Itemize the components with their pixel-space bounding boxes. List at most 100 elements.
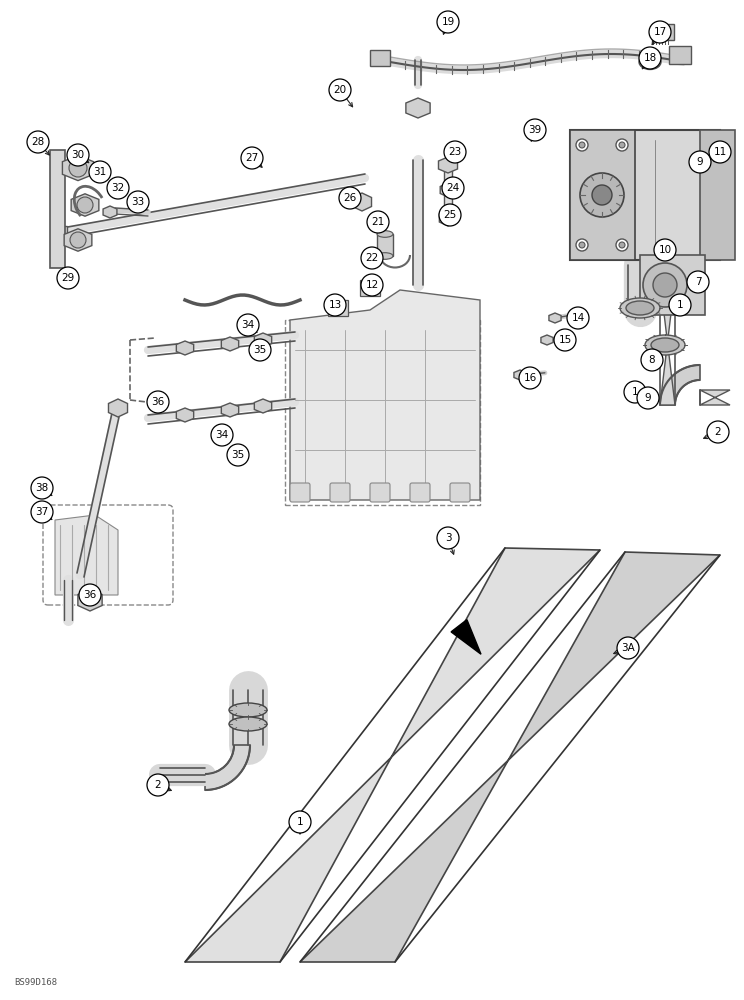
Bar [669,46,691,64]
Circle shape [27,131,49,153]
Polygon shape [78,589,102,611]
Circle shape [361,274,383,296]
Ellipse shape [645,335,685,355]
Polygon shape [440,210,457,226]
Polygon shape [514,370,526,380]
FancyBboxPatch shape [370,483,390,502]
Bar [328,300,348,316]
Circle shape [249,339,271,361]
Circle shape [579,142,585,148]
Text: 34: 34 [215,430,228,440]
Text: 18: 18 [644,53,657,63]
Bar [370,50,390,66]
Circle shape [31,501,53,523]
Text: 13: 13 [328,300,341,310]
Text: 3: 3 [445,533,452,543]
Polygon shape [541,335,553,345]
Polygon shape [185,548,600,962]
Bar [377,234,393,256]
Text: 19: 19 [441,17,455,27]
Text: 15: 15 [559,335,571,345]
Circle shape [237,314,259,336]
Polygon shape [221,337,239,351]
Text: 17: 17 [653,27,667,37]
Polygon shape [406,98,430,118]
Polygon shape [451,620,481,654]
Text: 26: 26 [344,193,356,203]
Text: 1: 1 [297,817,304,827]
Circle shape [616,239,628,251]
Text: 2: 2 [155,780,161,790]
Polygon shape [290,290,480,500]
Circle shape [580,173,624,217]
FancyBboxPatch shape [330,483,350,502]
Text: 38: 38 [36,483,48,493]
Ellipse shape [525,121,545,135]
Circle shape [624,381,646,403]
FancyBboxPatch shape [570,130,720,260]
Bar [285,320,480,505]
Circle shape [641,349,663,371]
Circle shape [439,204,461,226]
Circle shape [147,391,169,413]
Circle shape [31,477,53,499]
Circle shape [339,187,361,209]
Circle shape [616,139,628,151]
Text: 36: 36 [83,590,97,600]
Bar [640,255,705,315]
Ellipse shape [377,253,393,259]
Circle shape [437,527,459,549]
Circle shape [576,139,588,151]
Polygon shape [109,399,127,417]
Text: 8: 8 [649,355,655,365]
Ellipse shape [377,231,393,237]
Polygon shape [62,155,94,181]
Polygon shape [700,390,730,405]
Circle shape [567,307,589,329]
Text: 35: 35 [254,345,266,355]
Circle shape [619,142,625,148]
Text: 29: 29 [61,273,74,283]
Polygon shape [103,206,117,218]
Circle shape [57,267,79,289]
Text: 9: 9 [645,393,651,403]
Circle shape [289,811,311,833]
Text: 2: 2 [715,427,722,437]
Circle shape [519,367,541,389]
Text: 21: 21 [371,217,385,227]
Circle shape [79,584,101,606]
Circle shape [639,47,661,69]
Ellipse shape [620,298,660,318]
Ellipse shape [229,717,267,731]
Circle shape [709,141,731,163]
Polygon shape [205,745,250,790]
Text: 27: 27 [246,153,259,163]
Circle shape [576,239,588,251]
Text: 37: 37 [36,507,48,517]
Circle shape [707,421,729,443]
Bar [57,226,67,238]
Circle shape [107,177,129,199]
Circle shape [689,151,711,173]
Circle shape [241,147,263,169]
Circle shape [147,774,169,796]
Circle shape [329,79,351,101]
Text: 25: 25 [443,210,457,220]
Bar [570,130,635,260]
Text: 9: 9 [696,157,703,167]
Circle shape [524,119,546,141]
Text: 36: 36 [151,397,164,407]
Circle shape [592,185,612,205]
Polygon shape [221,403,239,417]
Bar [50,150,65,268]
Circle shape [637,387,659,409]
Polygon shape [55,515,118,595]
Polygon shape [660,365,700,405]
Circle shape [67,144,89,166]
Text: 14: 14 [571,313,585,323]
Ellipse shape [626,301,654,315]
Circle shape [444,141,466,163]
Circle shape [643,263,687,307]
Polygon shape [353,193,371,211]
Polygon shape [254,399,272,413]
